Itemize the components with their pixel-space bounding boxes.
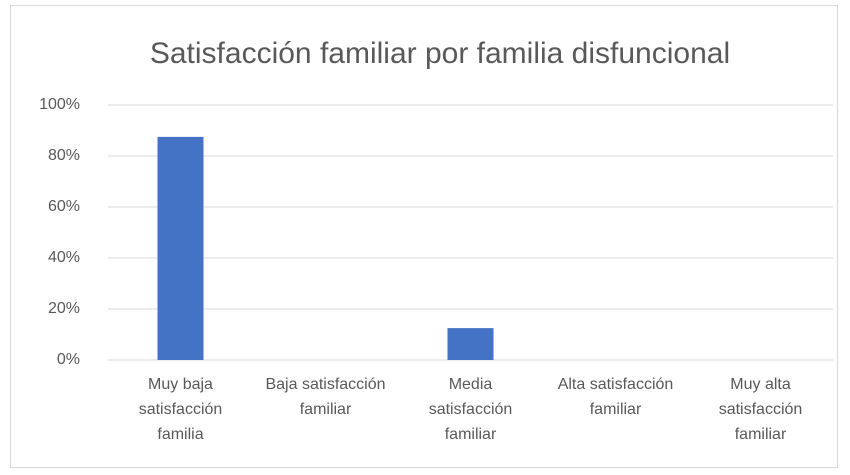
y-tick-label: 40%: [48, 249, 80, 266]
x-tick-label: Baja satisfacción familiar: [265, 376, 386, 418]
chart-border: [10, 5, 838, 468]
y-tick-label: 20%: [48, 300, 80, 317]
chart-title: Satisfacción familiar por familia disfun…: [150, 37, 730, 70]
bar: [447, 328, 494, 360]
x-tick-label: Media satisfacción familiar: [428, 376, 513, 443]
x-tick-label: Alta satisfacción familiar: [557, 376, 674, 418]
x-tick-label: Muy alta satisfacción familiar: [718, 376, 803, 443]
x-tick-label: Muy baja satisfacción familia: [138, 376, 223, 443]
y-tick-label: 0%: [57, 351, 80, 368]
y-tick-label: 80%: [48, 147, 80, 164]
y-tick-label: 60%: [48, 198, 80, 215]
bar: [157, 136, 204, 360]
y-tick-label: 100%: [39, 96, 80, 113]
